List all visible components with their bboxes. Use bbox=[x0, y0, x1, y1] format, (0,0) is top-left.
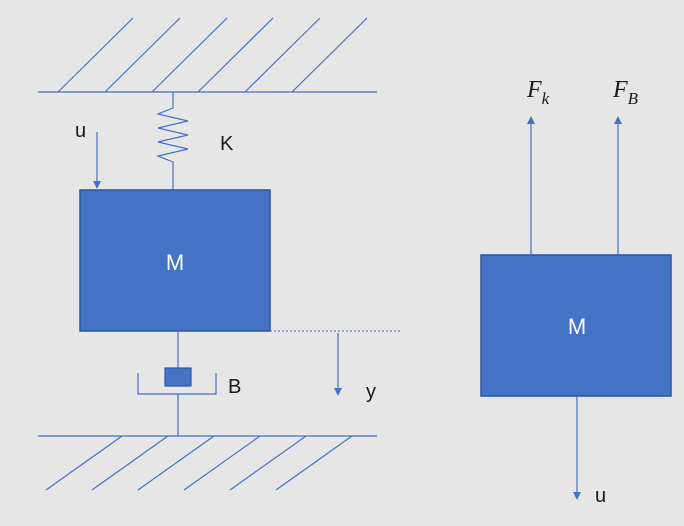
input-label-right: u bbox=[595, 485, 606, 507]
spring-label: K bbox=[220, 133, 234, 155]
displacement-label: y bbox=[366, 381, 376, 403]
mass-label-left: M bbox=[166, 250, 184, 275]
mass-block-left bbox=[79, 189, 271, 332]
top-ground bbox=[38, 17, 377, 93]
mass-label-right: M bbox=[568, 314, 586, 339]
bottom-ground bbox=[38, 435, 377, 491]
mass-block-right bbox=[480, 254, 672, 397]
damper bbox=[137, 331, 217, 436]
damper-label: B bbox=[228, 376, 241, 398]
input-label-left: u bbox=[75, 120, 86, 142]
spring-force-label: Fk bbox=[526, 77, 550, 108]
damper-force-label: FB bbox=[612, 77, 639, 108]
spring bbox=[156, 92, 189, 190]
